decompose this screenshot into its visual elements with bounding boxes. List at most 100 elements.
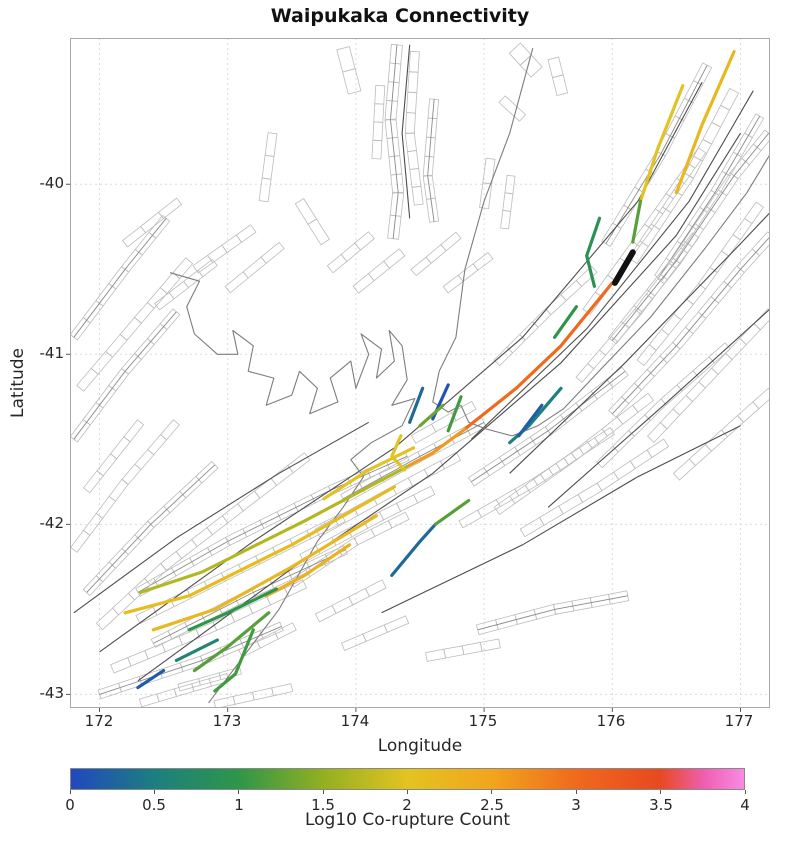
fault-panel (230, 604, 254, 623)
colorbar-tick-label: 4 (740, 796, 750, 814)
fault-panel (752, 129, 770, 152)
colorbar-tick (69, 790, 71, 794)
fault-trace-line (605, 64, 708, 245)
plot-frame (70, 38, 770, 708)
fault-panel (594, 426, 616, 445)
fault-trace-line (611, 132, 770, 341)
colorbar-tick-label: 2.5 (480, 796, 504, 814)
colorbar-tick-label: 3 (571, 796, 581, 814)
fault-panel (261, 154, 275, 180)
fault-panel (519, 54, 543, 78)
co-rupture-trace (517, 403, 544, 438)
fault-panel (178, 628, 201, 646)
fault-panel (407, 150, 420, 170)
grid-lines (70, 38, 770, 708)
fault-trace-line (381, 425, 741, 614)
fault-trace-line (390, 44, 399, 239)
fault-panel (235, 224, 257, 243)
co-rupture-trace (151, 514, 378, 632)
fault-panel (502, 192, 514, 212)
fault-panel (287, 452, 311, 474)
fault-panel (264, 132, 278, 157)
fault-panel (373, 103, 385, 123)
fault-panel (284, 579, 308, 597)
fault-panel (404, 132, 417, 153)
fault-panel (646, 438, 670, 459)
fault-panel (294, 198, 318, 225)
fault-trace-line (99, 625, 282, 695)
fault-panel (148, 214, 171, 239)
fault-panel (744, 113, 765, 139)
co-rupture-trace (264, 543, 352, 598)
fault-panel (110, 657, 132, 674)
fault-panel (371, 139, 383, 160)
fault-panel (364, 579, 387, 597)
co-rupture-trace (136, 668, 166, 690)
co-rupture-trace (390, 434, 407, 472)
fault-panel (508, 42, 532, 66)
fault-panel (479, 638, 501, 652)
fault-panel (372, 121, 384, 142)
co-rupture-trace (405, 427, 467, 469)
co-rupture-trace (553, 305, 578, 339)
fault-panel (498, 95, 527, 122)
colorbar-tick-label: 3.5 (649, 796, 673, 814)
fault-panel (342, 68, 362, 95)
colorbar-gradient (70, 768, 745, 790)
fault-panel (138, 693, 160, 708)
fault-panel (644, 398, 667, 422)
fault-trace-line (137, 132, 741, 682)
fault-surface-chains (70, 42, 770, 708)
colorbar-tick (407, 790, 408, 794)
colorbar-tick-label: 0.5 (142, 796, 166, 814)
co-rupture-trace (138, 464, 409, 595)
co-rupture-trace (508, 386, 563, 445)
axis-ticks (66, 183, 742, 712)
fault-panel (156, 688, 177, 703)
fault-trace-line (477, 595, 628, 631)
colorbar-tick-label: 1.5 (311, 796, 335, 814)
colorbar-tick (322, 790, 324, 794)
fault-panel (383, 248, 406, 269)
fault-panel (82, 470, 104, 494)
fault-panel (606, 366, 629, 388)
fault-trace-line (137, 455, 408, 593)
fault-panel (387, 214, 402, 240)
colorbar-label: Log10 Co-rupture Count (304, 810, 511, 830)
fault-panel (340, 242, 362, 262)
fault-panel (752, 387, 770, 410)
fault-panel (122, 225, 147, 248)
fault-panel (472, 251, 494, 271)
co-rupture-trace (322, 446, 416, 501)
co-rupture-trace (187, 587, 278, 632)
fault-panel (390, 173, 405, 194)
fault-panel (326, 253, 348, 274)
co-rupture-trace (638, 83, 685, 203)
colorbar-tick-label: 0 (65, 796, 75, 814)
fault-panel (500, 209, 512, 230)
fault-trace-line (509, 211, 770, 474)
fault-panel (108, 478, 129, 502)
fault-panel (482, 157, 496, 185)
chart-title: Waipukaka Connectivity (270, 5, 530, 27)
x-tick-label: 173 (212, 712, 242, 730)
coastline (432, 48, 770, 437)
fault-panel (692, 356, 715, 378)
co-rupture-trace (446, 395, 463, 433)
coastlines (169, 48, 770, 704)
fault-panel (552, 74, 569, 96)
fault-panel (274, 622, 297, 640)
fault-panel (260, 241, 285, 264)
co-rupture-trace (174, 638, 219, 663)
x-axis-label: Longitude (377, 736, 463, 756)
fault-panel (410, 423, 437, 444)
fault-trace-line (427, 99, 435, 222)
fault-trace-line (611, 236, 770, 415)
fault-panel (383, 615, 410, 633)
fault-panel (708, 342, 731, 364)
fault-panel (440, 231, 462, 252)
fault-panel (370, 520, 393, 537)
fault-panel (271, 683, 294, 697)
fault-panel (577, 482, 603, 503)
x-tick-label: 177 (724, 712, 754, 730)
